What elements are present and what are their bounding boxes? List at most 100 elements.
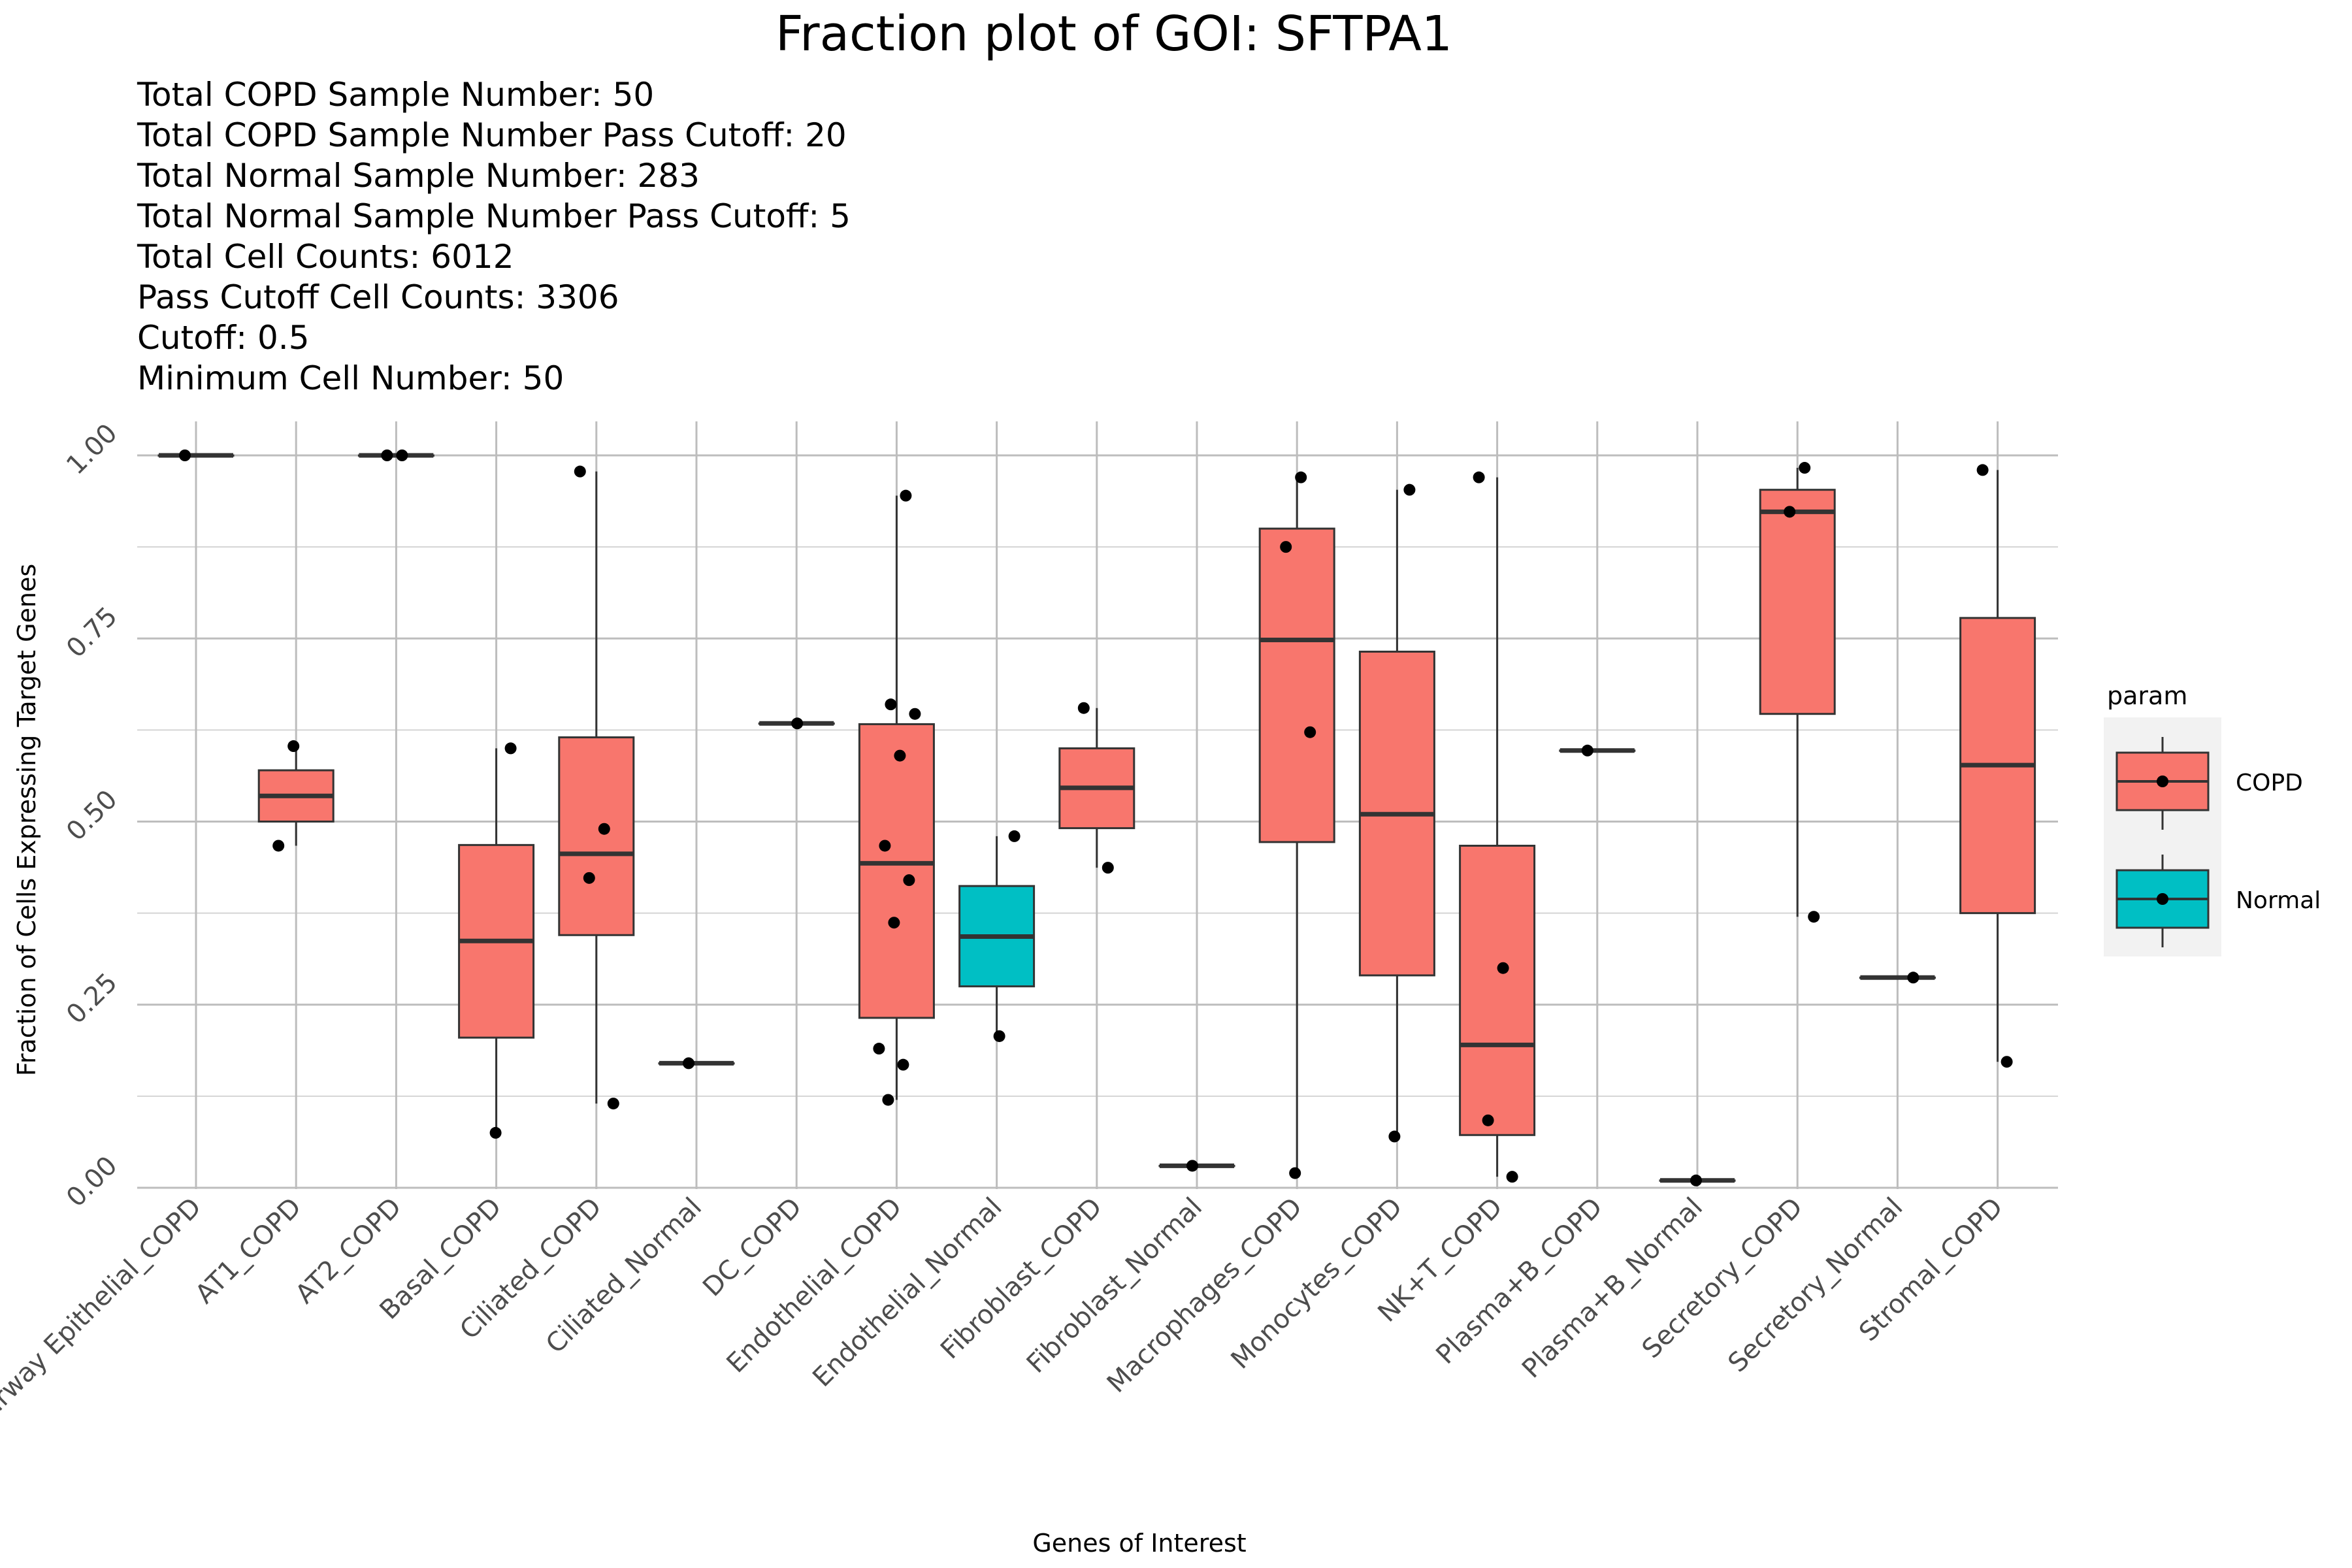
data-point xyxy=(873,1043,885,1055)
box-Basal_COPD xyxy=(458,748,535,1133)
x-tick-label: Airway Epithelial_COPD xyxy=(0,1192,207,1430)
data-point xyxy=(1473,471,1485,483)
box-Stromal_COPD xyxy=(1959,470,2036,1062)
data-point xyxy=(885,698,897,711)
legend-key-point xyxy=(2157,893,2168,905)
legend-keys: COPD Normal xyxy=(2115,737,2321,947)
box-Fibroblast_COPD xyxy=(1058,708,1135,868)
point-layer xyxy=(179,449,2013,1186)
data-point xyxy=(1403,483,1416,496)
data-point xyxy=(897,1058,909,1071)
y-tick-label: 0.00 xyxy=(61,1151,123,1213)
box-iqr xyxy=(558,736,635,936)
x-tick-label: AT1_COPD xyxy=(189,1192,307,1310)
subtitle-line: Pass Cutoff Cell Counts: 3306 xyxy=(137,278,619,316)
data-point xyxy=(1690,1174,1702,1186)
x-tick-labels: Airway Epithelial_COPDAT1_COPDAT2_COPDBa… xyxy=(0,1192,2009,1430)
data-point xyxy=(1295,471,1307,483)
data-point xyxy=(381,449,393,461)
data-point xyxy=(1102,862,1114,874)
box-layer xyxy=(157,453,2036,1183)
box-Ciliated_Normal xyxy=(658,1060,735,1066)
chart-title: Fraction plot of GOI: SFTPA1 xyxy=(776,6,1452,62)
data-point xyxy=(900,489,912,502)
legend-title: param xyxy=(2107,681,2187,710)
box-Endothelial_Normal xyxy=(958,836,1036,1036)
y-tick-labels: 0.00 0.25 0.50 0.75 1.00 xyxy=(61,418,123,1213)
data-point xyxy=(882,1094,894,1106)
background-grid xyxy=(137,405,2058,1189)
data-point xyxy=(1008,830,1021,842)
data-point xyxy=(1289,1167,1301,1179)
data-point xyxy=(272,840,285,852)
x-tick-label: Secretory_Normal xyxy=(1722,1192,1908,1379)
subtitle-line: Total Cell Counts: 6012 xyxy=(137,238,514,276)
legend-key-copd: COPD xyxy=(2115,737,2303,830)
y-tick-label: 0.75 xyxy=(61,601,123,664)
data-point xyxy=(1304,726,1316,738)
data-point xyxy=(903,874,915,887)
data-point xyxy=(2001,1056,2013,1068)
data-point xyxy=(791,717,804,730)
data-point xyxy=(1506,1171,1518,1183)
data-point xyxy=(1808,911,1820,923)
box-AT2_COPD xyxy=(357,453,434,458)
box-iqr xyxy=(1258,527,1335,843)
y-axis-label: Fraction of Cells Expressing Target Gene… xyxy=(12,564,41,1076)
subtitle-block: Total COPD Sample Number: 50 Total COPD … xyxy=(137,76,851,397)
box-AT1_COPD xyxy=(257,746,335,846)
box-Ciliated_COPD xyxy=(558,471,635,1104)
box-iqr xyxy=(858,723,935,1019)
x-axis-label: Genes of Interest xyxy=(1032,1529,1246,1558)
legend-label: COPD xyxy=(2236,770,2303,796)
box-iqr xyxy=(1759,489,1836,715)
data-point xyxy=(179,449,191,461)
data-point xyxy=(888,917,900,929)
data-point xyxy=(894,749,906,762)
box-iqr xyxy=(1459,844,1536,1136)
x-tick-label: DC_COPD xyxy=(697,1192,808,1303)
subtitle-line: Total Normal Sample Number Pass Cutoff: … xyxy=(137,197,851,235)
subtitle-line: Total COPD Sample Number: 50 xyxy=(137,76,654,114)
x-tick-label: Plasma+B_COPD xyxy=(1430,1192,1608,1370)
data-point xyxy=(287,740,300,753)
x-tick-label: Endothelial_Normal xyxy=(807,1192,1007,1393)
legend: param COPD Normal xyxy=(2104,681,2321,956)
box-Secretory_Normal xyxy=(1859,975,1936,980)
subtitle-line: Total Normal Sample Number: 283 xyxy=(137,157,700,195)
x-tick-label: Endothelial_COPD xyxy=(721,1192,908,1379)
y-tick-label: 1.00 xyxy=(61,418,123,481)
x-tick-label: Macrophages_COPD xyxy=(1102,1192,1308,1399)
data-point xyxy=(683,1057,694,1070)
data-point xyxy=(396,449,408,461)
y-tick-label: 0.25 xyxy=(61,968,123,1030)
data-point xyxy=(993,1030,1005,1042)
data-point xyxy=(1280,541,1292,553)
x-tick-label: Monocytes_COPD xyxy=(1225,1192,1408,1375)
data-point xyxy=(1186,1160,1198,1172)
data-point xyxy=(1799,462,1811,474)
legend-label: Normal xyxy=(2236,887,2321,914)
x-tick-label: Plasma+B_Normal xyxy=(1516,1192,1708,1384)
data-point xyxy=(607,1098,619,1110)
data-point xyxy=(489,1126,502,1139)
x-tick-label: Fibroblast_Normal xyxy=(1021,1192,1208,1379)
y-tick-label: 0.50 xyxy=(61,785,123,847)
box-NK+T_COPD xyxy=(1459,477,1536,1177)
data-point xyxy=(879,840,891,852)
box-Airway Epithelial_COPD xyxy=(157,453,235,458)
data-point xyxy=(504,742,517,755)
subtitle-line: Minimum Cell Number: 50 xyxy=(137,359,564,397)
data-point xyxy=(1497,962,1509,974)
box-Macrophages_COPD xyxy=(1258,477,1335,1173)
data-point xyxy=(1388,1130,1401,1143)
data-point xyxy=(1907,972,1919,984)
legend-key-point xyxy=(2157,776,2168,787)
legend-key-normal: Normal xyxy=(2115,855,2321,947)
data-point xyxy=(1784,506,1796,518)
subtitle-line: Cutoff: 0.5 xyxy=(137,319,310,357)
data-point xyxy=(1581,744,1593,757)
data-point xyxy=(583,872,595,884)
box-Monocytes_COPD xyxy=(1358,489,1435,1137)
